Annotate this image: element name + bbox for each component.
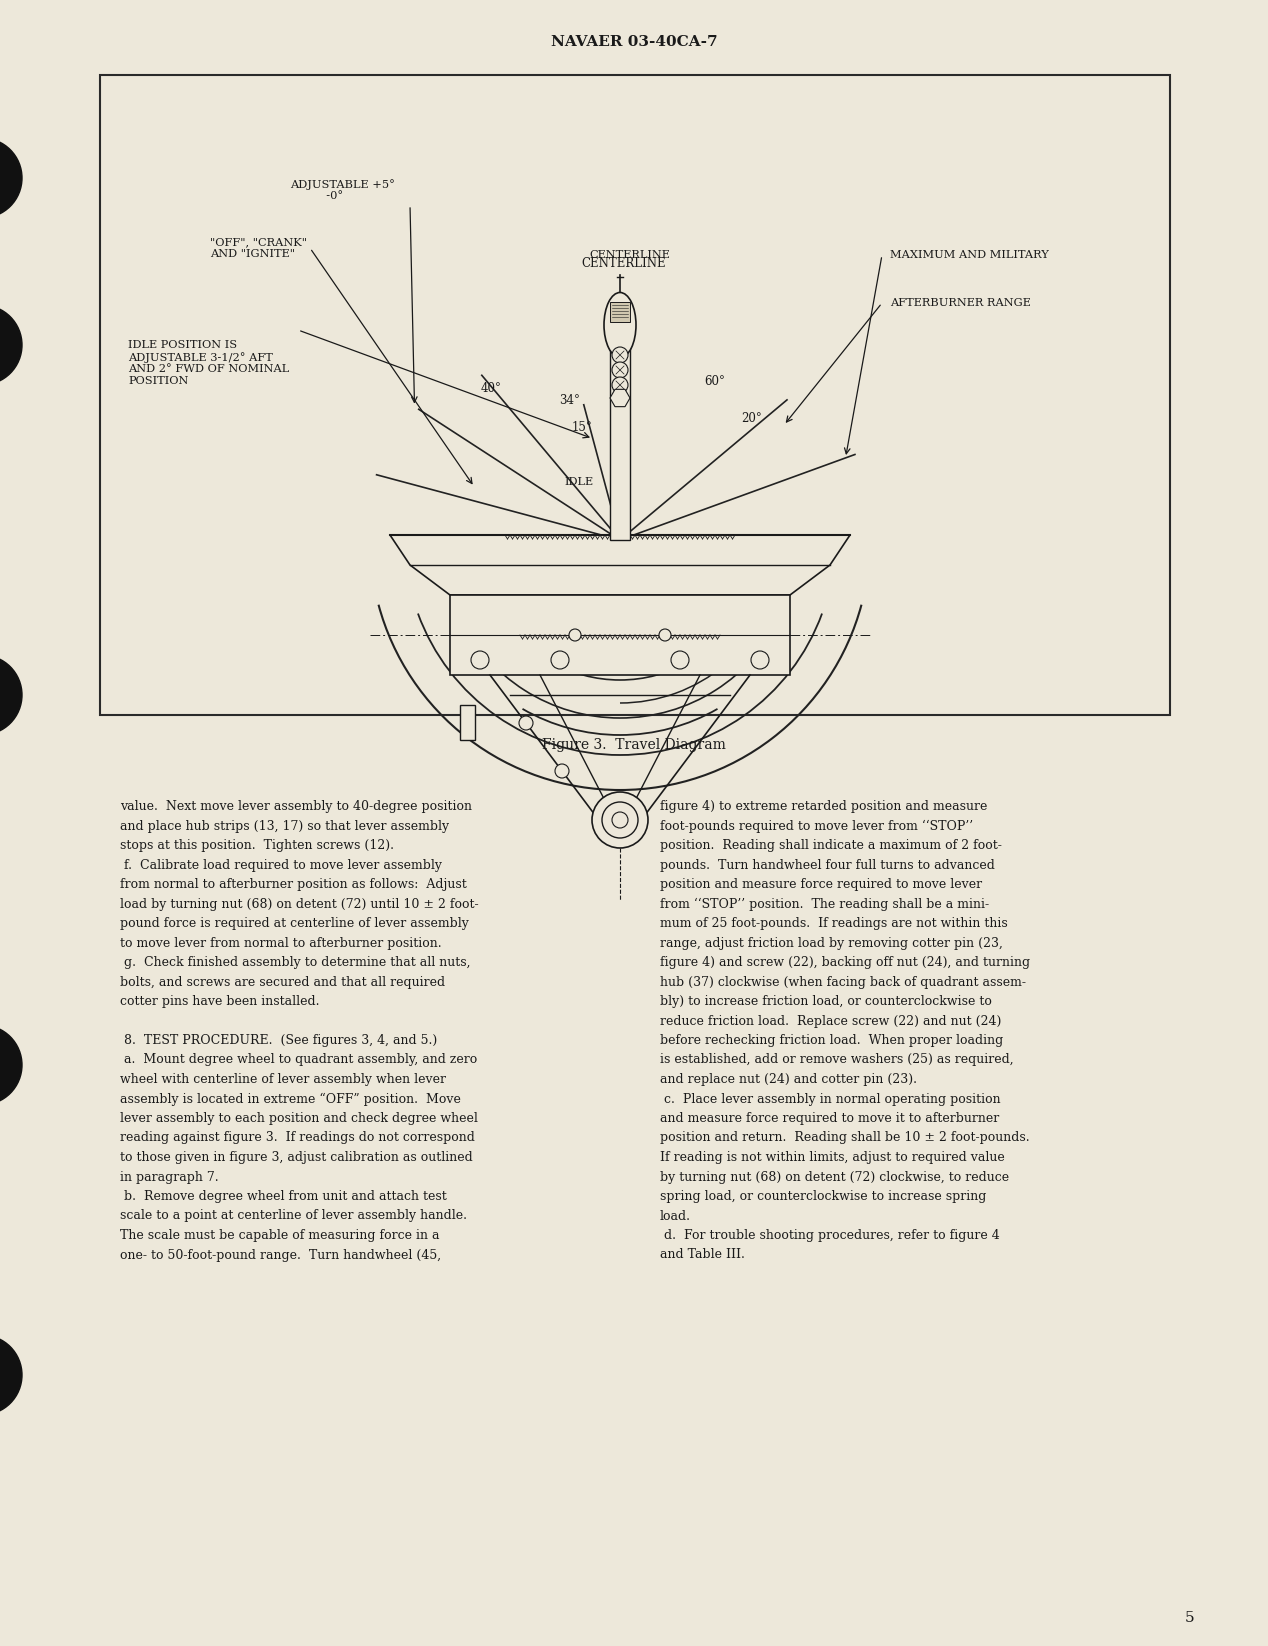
Polygon shape [391,535,850,594]
Text: 15°: 15° [571,421,592,435]
Circle shape [612,347,628,364]
Text: figure 4) and screw (22), backing off nut (24), and turning: figure 4) and screw (22), backing off nu… [661,956,1030,969]
Text: range, adjust friction load by removing cotter pin (23,: range, adjust friction load by removing … [661,937,1003,950]
Text: by turning nut (68) on detent (72) clockwise, to reduce: by turning nut (68) on detent (72) clock… [661,1170,1009,1183]
Circle shape [602,802,638,838]
Text: scale to a point at centerline of lever assembly handle.: scale to a point at centerline of lever … [120,1210,467,1223]
Circle shape [751,652,768,668]
Text: c.  Place lever assembly in normal operating position: c. Place lever assembly in normal operat… [661,1093,1000,1106]
Text: NAVAER 03-40CA-7: NAVAER 03-40CA-7 [550,35,718,49]
Circle shape [569,629,581,640]
Circle shape [552,652,569,668]
Text: IDLE POSITION IS
ADJUSTABLE 3-1/2° AFT
AND 2° FWD OF NOMINAL
POSITION: IDLE POSITION IS ADJUSTABLE 3-1/2° AFT A… [128,341,289,385]
Text: The scale must be capable of measuring force in a: The scale must be capable of measuring f… [120,1230,440,1243]
Circle shape [612,362,628,379]
Text: in paragraph 7.: in paragraph 7. [120,1170,218,1183]
Text: AFTERBURNER RANGE: AFTERBURNER RANGE [890,298,1031,308]
Text: pound force is required at centerline of lever assembly: pound force is required at centerline of… [120,917,469,930]
Circle shape [671,652,689,668]
Text: assembly is located in extreme “OFF” position.  Move: assembly is located in extreme “OFF” pos… [120,1093,460,1106]
Text: 8.  TEST PROCEDURE.  (See figures 3, 4, and 5.): 8. TEST PROCEDURE. (See figures 3, 4, an… [120,1034,437,1047]
Text: reading against figure 3.  If readings do not correspond: reading against figure 3. If readings do… [120,1131,476,1144]
Text: load by turning nut (68) on detent (72) until 10 ± 2 foot-: load by turning nut (68) on detent (72) … [120,897,478,910]
Bar [100,76,1170,714]
Text: b.  Remove degree wheel from unit and attach test: b. Remove degree wheel from unit and att… [120,1190,446,1203]
Text: 34°: 34° [559,395,579,408]
Text: ADJUSTABLE +5°
          -0°: ADJUSTABLE +5° -0° [290,179,394,201]
Text: bly) to increase friction load, or counterclockwise to: bly) to increase friction load, or count… [661,994,992,1007]
Text: reduce friction load.  Replace screw (22) and nut (24): reduce friction load. Replace screw (22)… [661,1014,1002,1027]
Text: value.  Next move lever assembly to 40-degree position: value. Next move lever assembly to 40-de… [120,800,472,813]
Text: to move lever from normal to afterburner position.: to move lever from normal to afterburner… [120,937,441,950]
Text: Figure 3.  Travel Diagram: Figure 3. Travel Diagram [541,737,727,752]
Text: MAXIMUM AND MILITARY: MAXIMUM AND MILITARY [890,250,1049,260]
Text: from normal to afterburner position as follows:  Adjust: from normal to afterburner position as f… [120,877,467,890]
Text: cotter pins have been installed.: cotter pins have been installed. [120,994,320,1007]
Text: 60°: 60° [705,375,725,387]
Circle shape [0,1335,22,1416]
Polygon shape [610,390,630,407]
Text: and replace nut (24) and cotter pin (23).: and replace nut (24) and cotter pin (23)… [661,1073,917,1086]
Text: mum of 25 foot-pounds.  If readings are not within this: mum of 25 foot-pounds. If readings are n… [661,917,1008,930]
Text: bolts, and screws are secured and that all required: bolts, and screws are secured and that a… [120,976,445,989]
Bar [610,301,630,323]
Text: load.: load. [661,1210,691,1223]
Text: and measure force required to move it to afterburner: and measure force required to move it to… [661,1113,999,1124]
Circle shape [555,764,569,779]
Text: from ‘‘STOP’’ position.  The reading shall be a mini-: from ‘‘STOP’’ position. The reading shal… [661,897,989,910]
Text: a.  Mount degree wheel to quadrant assembly, and zero: a. Mount degree wheel to quadrant assemb… [120,1053,477,1067]
Text: figure 4) to extreme retarded position and measure: figure 4) to extreme retarded position a… [661,800,988,813]
Bar [460,704,476,741]
Text: 5: 5 [1186,1611,1194,1625]
Text: "OFF", "CRANK"
AND "IGNITE": "OFF", "CRANK" AND "IGNITE" [210,237,307,258]
Text: and place hub strips (13, 17) so that lever assembly: and place hub strips (13, 17) so that le… [120,820,449,833]
Text: is established, add or remove washers (25) as required,: is established, add or remove washers (2… [661,1053,1013,1067]
Text: lever assembly to each position and check degree wheel: lever assembly to each position and chec… [120,1113,478,1124]
Circle shape [470,652,489,668]
Text: 20°: 20° [742,412,762,425]
Text: and Table III.: and Table III. [661,1249,744,1261]
Circle shape [612,811,628,828]
Text: d.  For trouble shooting procedures, refer to figure 4: d. For trouble shooting procedures, refe… [661,1230,999,1243]
Text: to those given in figure 3, adjust calibration as outlined: to those given in figure 3, adjust calib… [120,1151,473,1164]
Circle shape [612,377,628,393]
Text: stops at this position.  Tighten screws (12).: stops at this position. Tighten screws (… [120,839,394,853]
Text: position.  Reading shall indicate a maximum of 2 foot-: position. Reading shall indicate a maxim… [661,839,1002,853]
Circle shape [0,305,22,385]
Bar [610,341,630,540]
Circle shape [0,138,22,217]
Text: CENTERLINE: CENTERLINE [590,250,671,260]
Text: spring load, or counterclockwise to increase spring: spring load, or counterclockwise to incr… [661,1190,987,1203]
Text: IDLE: IDLE [566,477,593,487]
Text: g.  Check finished assembly to determine that all nuts,: g. Check finished assembly to determine … [120,956,470,969]
Text: position and return.  Reading shall be 10 ± 2 foot-pounds.: position and return. Reading shall be 10… [661,1131,1030,1144]
Circle shape [0,655,22,736]
Text: foot-pounds required to move lever from ‘‘STOP’’: foot-pounds required to move lever from … [661,820,973,833]
Circle shape [592,792,648,848]
Circle shape [0,1025,22,1104]
Ellipse shape [604,293,637,357]
Text: f.  Calibrate load required to move lever assembly: f. Calibrate load required to move lever… [120,859,443,871]
Text: 40°: 40° [481,382,502,395]
Text: hub (37) clockwise (when facing back of quadrant assem-: hub (37) clockwise (when facing back of … [661,976,1026,989]
Text: CENTERLINE: CENTERLINE [582,257,666,270]
Text: pounds.  Turn handwheel four full turns to advanced: pounds. Turn handwheel four full turns t… [661,859,995,871]
Text: before rechecking friction load.  When proper loading: before rechecking friction load. When pr… [661,1034,1003,1047]
Text: If reading is not within limits, adjust to required value: If reading is not within limits, adjust … [661,1151,1004,1164]
Text: one- to 50-foot-pound range.  Turn handwheel (45,: one- to 50-foot-pound range. Turn handwh… [120,1249,441,1261]
Bar [450,594,790,675]
Circle shape [519,716,533,729]
Text: wheel with centerline of lever assembly when lever: wheel with centerline of lever assembly … [120,1073,446,1086]
Circle shape [659,629,671,640]
Text: position and measure force required to move lever: position and measure force required to m… [661,877,983,890]
